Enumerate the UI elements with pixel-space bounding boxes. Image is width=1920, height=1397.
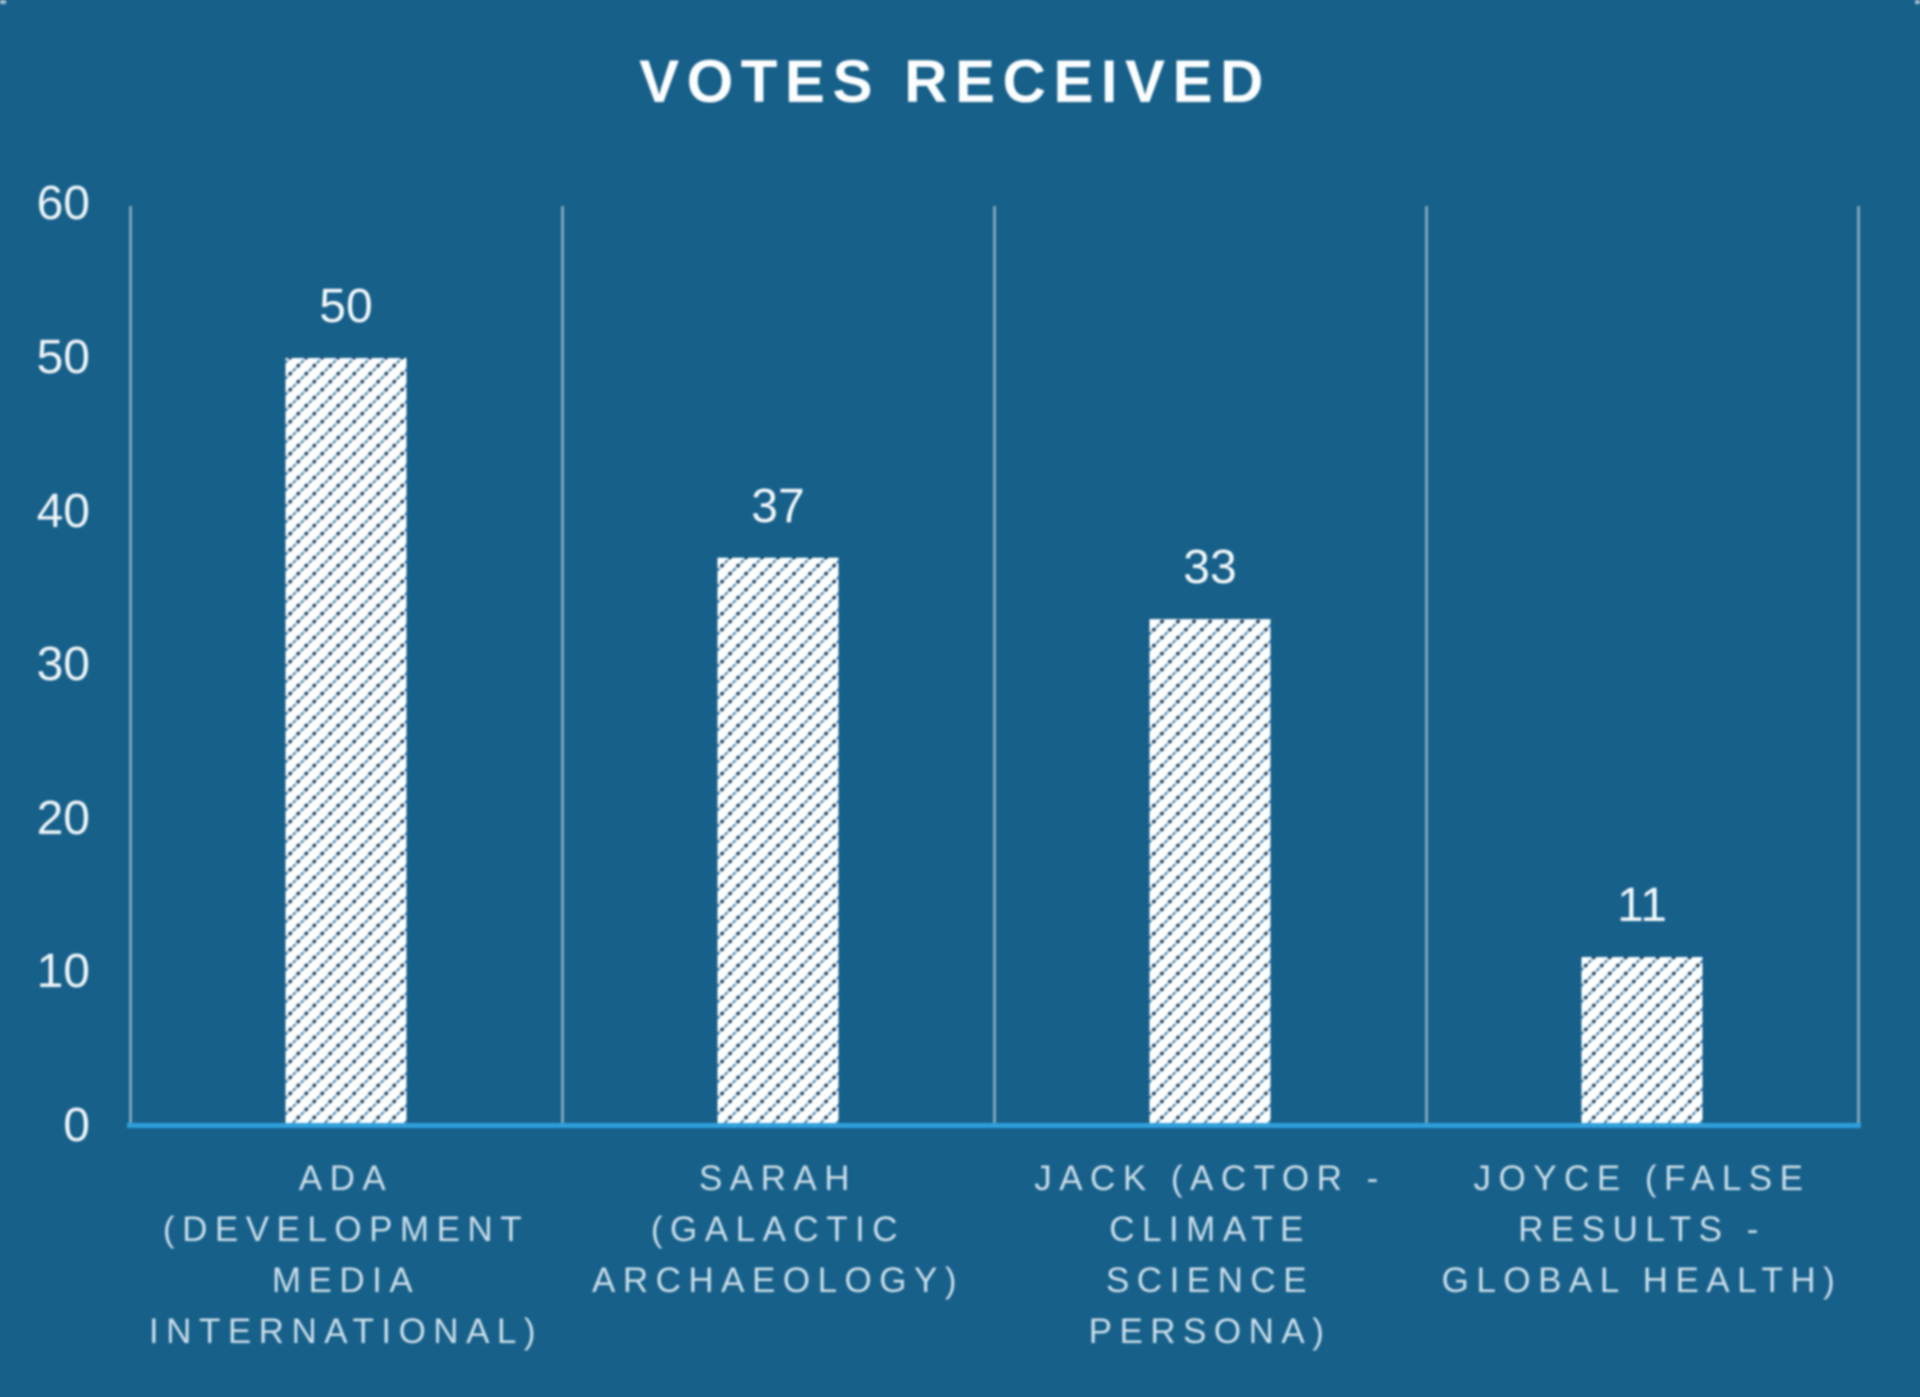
y-tick-label: 40: [36, 484, 90, 538]
y-tick-label: 60: [36, 177, 90, 231]
chart-title: VOTES RECEIVED: [639, 48, 1271, 115]
y-tick-label: 10: [36, 945, 90, 999]
screenshot-corner-artifact: [1915, 0, 1920, 4]
bar: [1149, 619, 1271, 1126]
bar-value-label: 33: [1183, 541, 1237, 595]
bar: [717, 557, 839, 1126]
category-label: SARAH (GALACTIC ARCHAEOLOGY): [592, 1159, 964, 1300]
y-tick-label: 50: [36, 331, 90, 384]
vertical-gridline: [1856, 206, 1860, 1123]
screenshot-corner-artifact: [0, 0, 6, 4]
bar-value-label: 50: [319, 280, 373, 333]
vertical-gridline: [1424, 206, 1428, 1123]
bar-value-label: 37: [751, 479, 805, 533]
x-axis-line: [127, 1123, 1861, 1128]
y-tick-label: 0: [63, 1099, 90, 1152]
y-tick-label: 30: [36, 638, 90, 692]
bar-value-label: 11: [1617, 879, 1667, 933]
y-tick-label: 20: [36, 791, 90, 845]
bar: [1581, 957, 1703, 1126]
vertical-gridline: [992, 206, 996, 1123]
bar: [285, 358, 407, 1126]
vertical-gridline: [560, 206, 564, 1123]
vertical-gridline: [128, 206, 132, 1123]
category-label: JOYCE (FALSE RESULTS - GLOBAL HEALTH): [1441, 1159, 1843, 1300]
category-label: JACK (ACTOR - CLIMATE SCIENCE PERSONA): [1034, 1159, 1386, 1351]
category-label: ADA (DEVELOPMENT MEDIA INTERNATIONAL): [148, 1159, 544, 1351]
